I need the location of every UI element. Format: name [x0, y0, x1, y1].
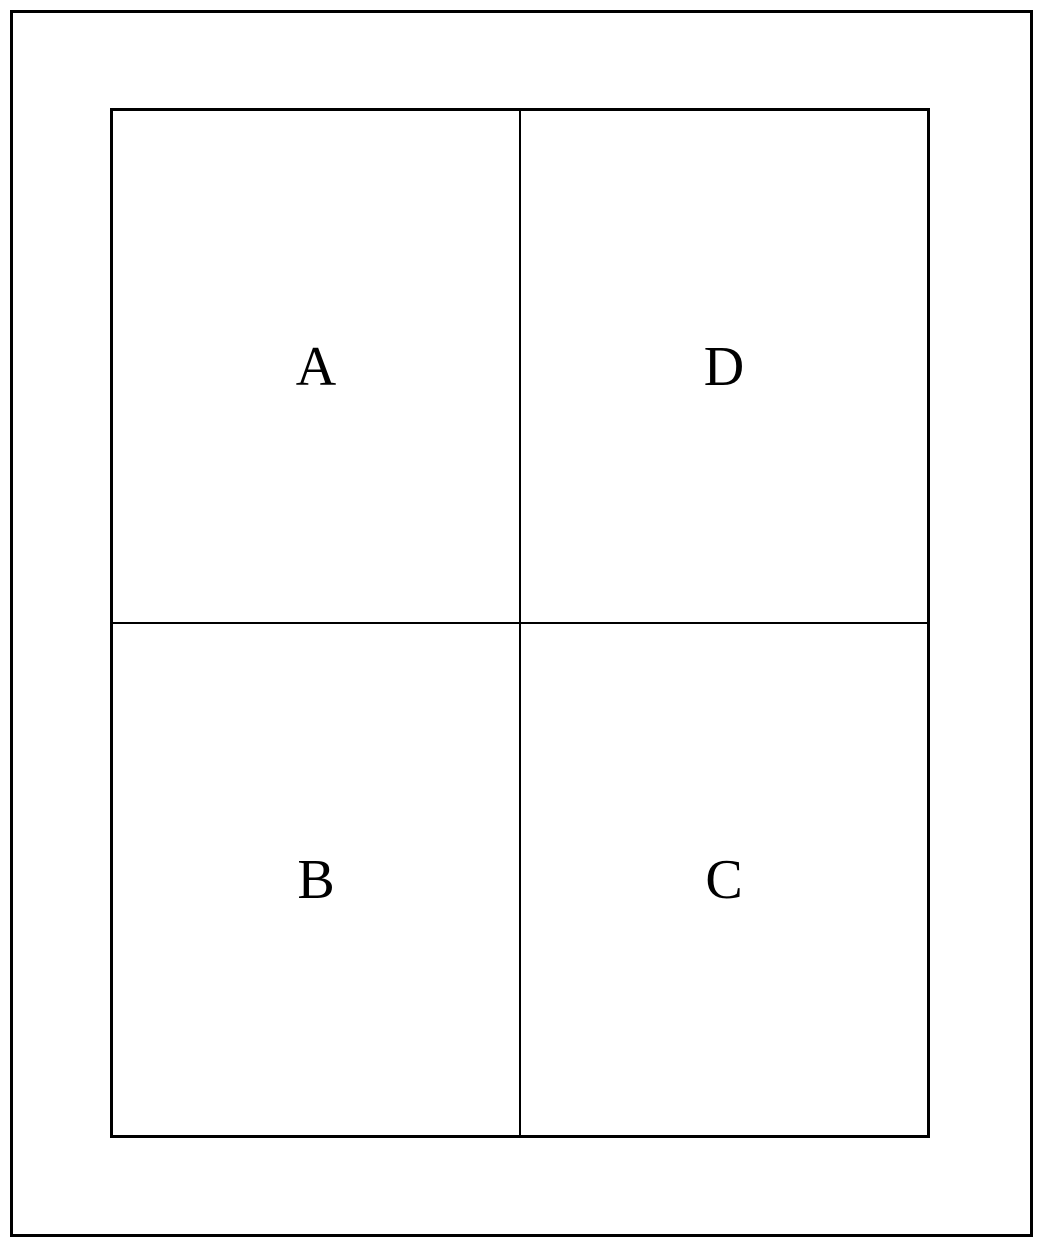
cell-label: B	[297, 852, 334, 908]
cell-label: C	[705, 852, 742, 908]
outer-frame: A D B C	[10, 10, 1033, 1237]
grid-cell-c: C	[520, 623, 928, 1136]
grid-cell-d: D	[520, 110, 928, 623]
grid-cell-a: A	[112, 110, 520, 623]
inner-grid: A D B C	[110, 108, 930, 1138]
cell-label: A	[296, 339, 336, 395]
cell-label: D	[704, 339, 744, 395]
grid-cell-b: B	[112, 623, 520, 1136]
